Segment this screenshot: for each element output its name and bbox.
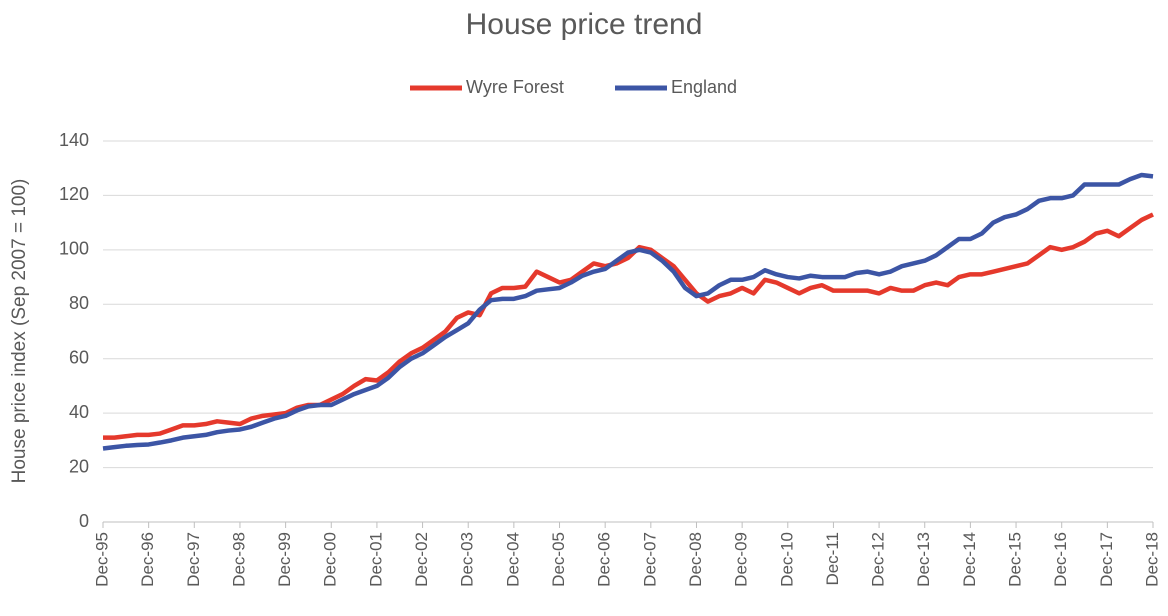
line-series [103,212,1154,440]
x-tick-label: Dec-16 [1051,532,1070,587]
x-tick-label: Dec-17 [1097,532,1116,587]
line-series [102,172,1154,451]
x-tick-label: Dec-96 [138,532,157,587]
x-tick-label: Dec-08 [686,532,705,587]
x-tick-label: Dec-00 [321,532,340,587]
y-tick-label: 120 [59,184,89,204]
y-tick-label: 140 [59,130,89,150]
x-tick-label: Dec-06 [595,532,614,587]
x-tick-label: Dec-99 [275,532,294,587]
y-tick-label: 20 [69,456,89,476]
y-axis-title: House price index (Sep 2007 = 100) [9,179,30,484]
x-tick-label: Dec-15 [1006,532,1025,587]
x-tick-label: Dec-98 [229,532,248,587]
x-tick-label: Dec-14 [960,532,979,587]
y-tick-label: 0 [79,511,89,531]
x-tick-label: Dec-18 [1142,532,1161,587]
x-tick-label: Dec-04 [503,532,522,587]
x-tick-label: Dec-13 [914,532,933,587]
x-tick-label: Dec-12 [869,532,888,587]
x-tick-label: Dec-03 [458,532,477,587]
x-tick-label: Dec-05 [549,532,568,587]
x-tick-label: Dec-11 [823,532,842,586]
x-tick-label: Dec-09 [732,532,751,587]
x-tick-label: Dec-10 [777,532,796,587]
x-tick-label: Dec-02 [412,532,431,587]
y-tick-label: 100 [59,239,89,259]
x-tick-label: Dec-97 [184,532,203,587]
x-tick-label: Dec-95 [92,532,111,587]
x-tick-label: Dec-07 [640,532,659,587]
legend-label: England [671,77,737,97]
y-tick-label: 40 [69,402,89,422]
chart-title: House price trend [466,8,703,41]
y-tick-label: 60 [69,347,89,367]
legend-label: Wyre Forest [466,77,564,97]
y-tick-label: 80 [69,293,89,313]
x-tick-label: Dec-01 [366,532,385,587]
